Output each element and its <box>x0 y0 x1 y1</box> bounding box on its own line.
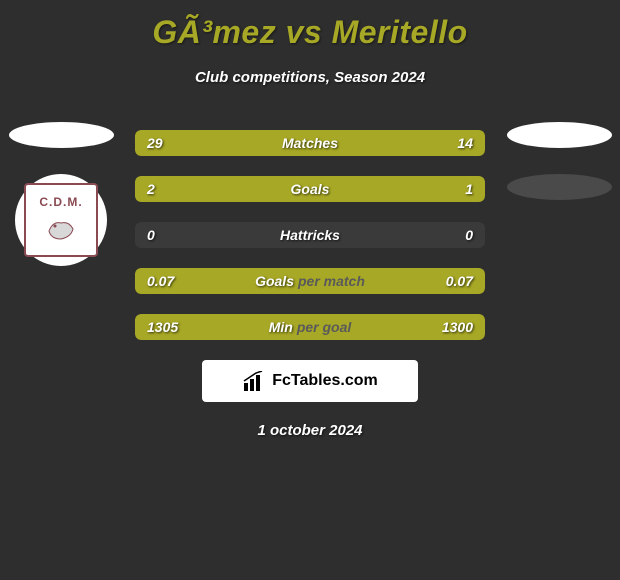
date-text: 1 october 2024 <box>0 422 620 439</box>
bar-label-main: Goals <box>291 181 330 197</box>
bar-label: Hattricks <box>135 222 485 248</box>
bar-row: 0.070.07Goalsper match <box>135 268 485 294</box>
bar-label-main: Min <box>269 319 293 335</box>
player-right-ellipse-bottom <box>507 174 612 200</box>
footer-brand-box: FcTables.com <box>202 360 418 402</box>
bar-row: 00Hattricks <box>135 222 485 248</box>
bar-label: Goalsper match <box>135 268 485 294</box>
player-right-ellipse-top <box>507 122 612 148</box>
page-subtitle: Club competitions, Season 2024 <box>0 69 620 86</box>
bar-row: 21Goals <box>135 176 485 202</box>
bar-label-main: Matches <box>282 135 338 151</box>
comparison-chart: C.D.M. 2914Matches 21Goals 00Hattricks 0.07… <box>0 130 620 340</box>
bar-label: Matches <box>135 130 485 156</box>
bar-label: Minper goal <box>135 314 485 340</box>
bar-label-main: Goals <box>255 273 294 289</box>
player-right-badge <box>504 122 614 200</box>
bar-label: Goals <box>135 176 485 202</box>
club-bird-icon <box>41 211 81 245</box>
club-left-logo-inner: C.D.M. <box>24 183 98 257</box>
bars-container: 2914Matches 21Goals 00Hattricks 0.070.07Goa… <box>135 130 485 340</box>
page-title: GÃ³mez vs Meritello <box>0 0 620 51</box>
club-left-initials: C.D.M. <box>39 195 82 209</box>
bar-row: 2914Matches <box>135 130 485 156</box>
bar-row: 13051300Minper goal <box>135 314 485 340</box>
bar-label-sub: per match <box>298 273 365 289</box>
bars-chart-icon <box>242 371 266 391</box>
club-left-logo: C.D.M. <box>15 174 107 266</box>
bar-label-sub: per goal <box>297 319 351 335</box>
footer-brand-text: FcTables.com <box>272 372 378 390</box>
bar-label-main: Hattricks <box>280 227 340 243</box>
player-left-ellipse <box>9 122 114 148</box>
player-left-badge: C.D.M. <box>6 122 116 266</box>
